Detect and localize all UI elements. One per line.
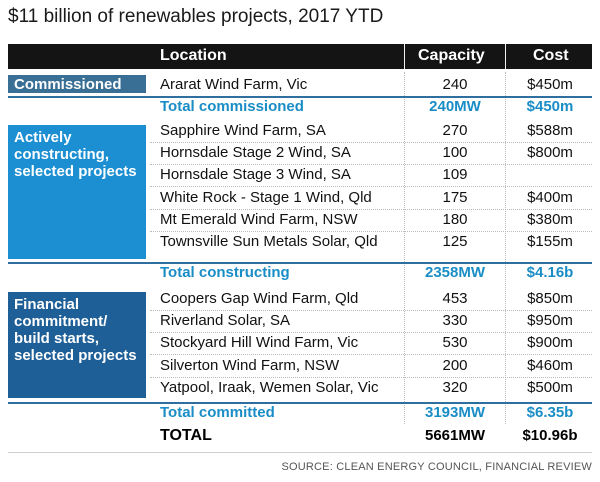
- cell-capacity: 200: [442, 356, 468, 374]
- cell-cost: $588m: [527, 122, 573, 139]
- grand-total-label: TOTAL: [160, 427, 212, 444]
- header-capacity: Capacity: [418, 47, 485, 64]
- row-separator: [150, 142, 592, 143]
- cell-location: Hornsdale Stage 3 Wind, SA: [160, 166, 351, 184]
- group-divider-line: [8, 96, 592, 98]
- chart-title: $11 billion of renewables projects, 2017…: [8, 6, 384, 27]
- column-divider-body: [404, 72, 405, 424]
- cell-cost: $900m: [527, 334, 573, 352]
- cell-location: Yatpool, Iraak, Wemen Solar, Vic: [160, 378, 379, 396]
- cell-location: Hornsdale Stage 2 Wind, SA: [160, 144, 351, 162]
- total-capacity: 3193MW: [424, 404, 486, 421]
- table-bottom-line: [8, 452, 592, 453]
- row-separator: [150, 376, 592, 378]
- cell-capacity: 270: [442, 122, 468, 139]
- header-location: Location: [160, 47, 227, 64]
- column-divider: [404, 44, 405, 69]
- group-divider-line: [8, 262, 592, 264]
- cell-capacity: 125: [442, 233, 468, 250]
- row-separator: [150, 230, 592, 232]
- cell-location: Ararat Wind Farm, Vic: [160, 76, 308, 93]
- cell-capacity: 320: [442, 378, 468, 396]
- cell-cost: $450m: [527, 76, 573, 93]
- total-label: Total commissioned: [160, 98, 304, 115]
- cell-cost: [505, 164, 595, 186]
- total-capacity: 2358MW: [424, 264, 486, 281]
- group-band: Financial commitment/ build starts, sele…: [8, 292, 146, 398]
- grand-total-capacity: 5661MW: [424, 427, 486, 444]
- table-header: Location Capacity Cost: [8, 44, 592, 69]
- cell-location: Coopers Gap Wind Farm, Qld: [160, 290, 359, 307]
- total-cost: $6.35b: [526, 404, 574, 421]
- total-label: Total constructing: [160, 264, 290, 281]
- group-band: Actively constructing, selected projects: [8, 125, 146, 259]
- cell-cost: $850m: [527, 290, 573, 307]
- group-band: Commissioned: [8, 75, 146, 93]
- group-divider-line: [8, 402, 592, 404]
- total-cost: $450m: [526, 98, 574, 115]
- cell-location: Mt Emerald Wind Farm, NSW: [160, 210, 358, 228]
- cell-cost: $400m: [527, 188, 573, 206]
- cell-capacity: 180: [442, 210, 468, 228]
- total-cost: $4.16b: [526, 264, 574, 281]
- cell-capacity: 530: [442, 334, 468, 352]
- cell-cost: $800m: [527, 144, 573, 162]
- source-note: SOURCE: CLEAN ENERGY COUNCIL, FINANCIAL …: [281, 461, 592, 473]
- grand-total-cost: $10.96b: [522, 427, 578, 444]
- cell-cost: $500m: [527, 378, 573, 396]
- cell-capacity: 453: [442, 290, 468, 307]
- row-separator: [150, 310, 592, 311]
- cell-capacity: 175: [442, 188, 468, 206]
- cell-capacity: 330: [442, 312, 468, 330]
- cell-location: Townsville Sun Metals Solar, Qld: [160, 233, 378, 250]
- cell-cost: $950m: [527, 312, 573, 330]
- cell-capacity: 100: [442, 144, 468, 162]
- row-separator: [150, 186, 592, 188]
- row-separator: [150, 208, 592, 210]
- cell-capacity: 240: [442, 76, 468, 93]
- column-divider: [505, 44, 506, 69]
- column-divider-body: [505, 72, 506, 424]
- cell-location: Stockyard Hill Wind Farm, Vic: [160, 334, 359, 352]
- cell-location: Silverton Wind Farm, NSW: [160, 356, 340, 374]
- row-separator: [150, 332, 592, 334]
- cell-cost: $460m: [527, 356, 573, 374]
- cell-cost: $155m: [527, 233, 573, 250]
- cell-location: Riverland Solar, SA: [160, 312, 291, 330]
- total-capacity: 240MW: [429, 98, 481, 115]
- total-label: Total committed: [160, 404, 275, 421]
- cell-cost: $380m: [527, 210, 573, 228]
- row-separator: [150, 164, 592, 166]
- cell-capacity: 109: [442, 166, 468, 184]
- cell-location: White Rock - Stage 1 Wind, Qld: [160, 188, 372, 206]
- row-separator: [150, 354, 592, 356]
- header-cost: Cost: [533, 47, 569, 64]
- cell-location: Sapphire Wind Farm, SA: [160, 122, 326, 139]
